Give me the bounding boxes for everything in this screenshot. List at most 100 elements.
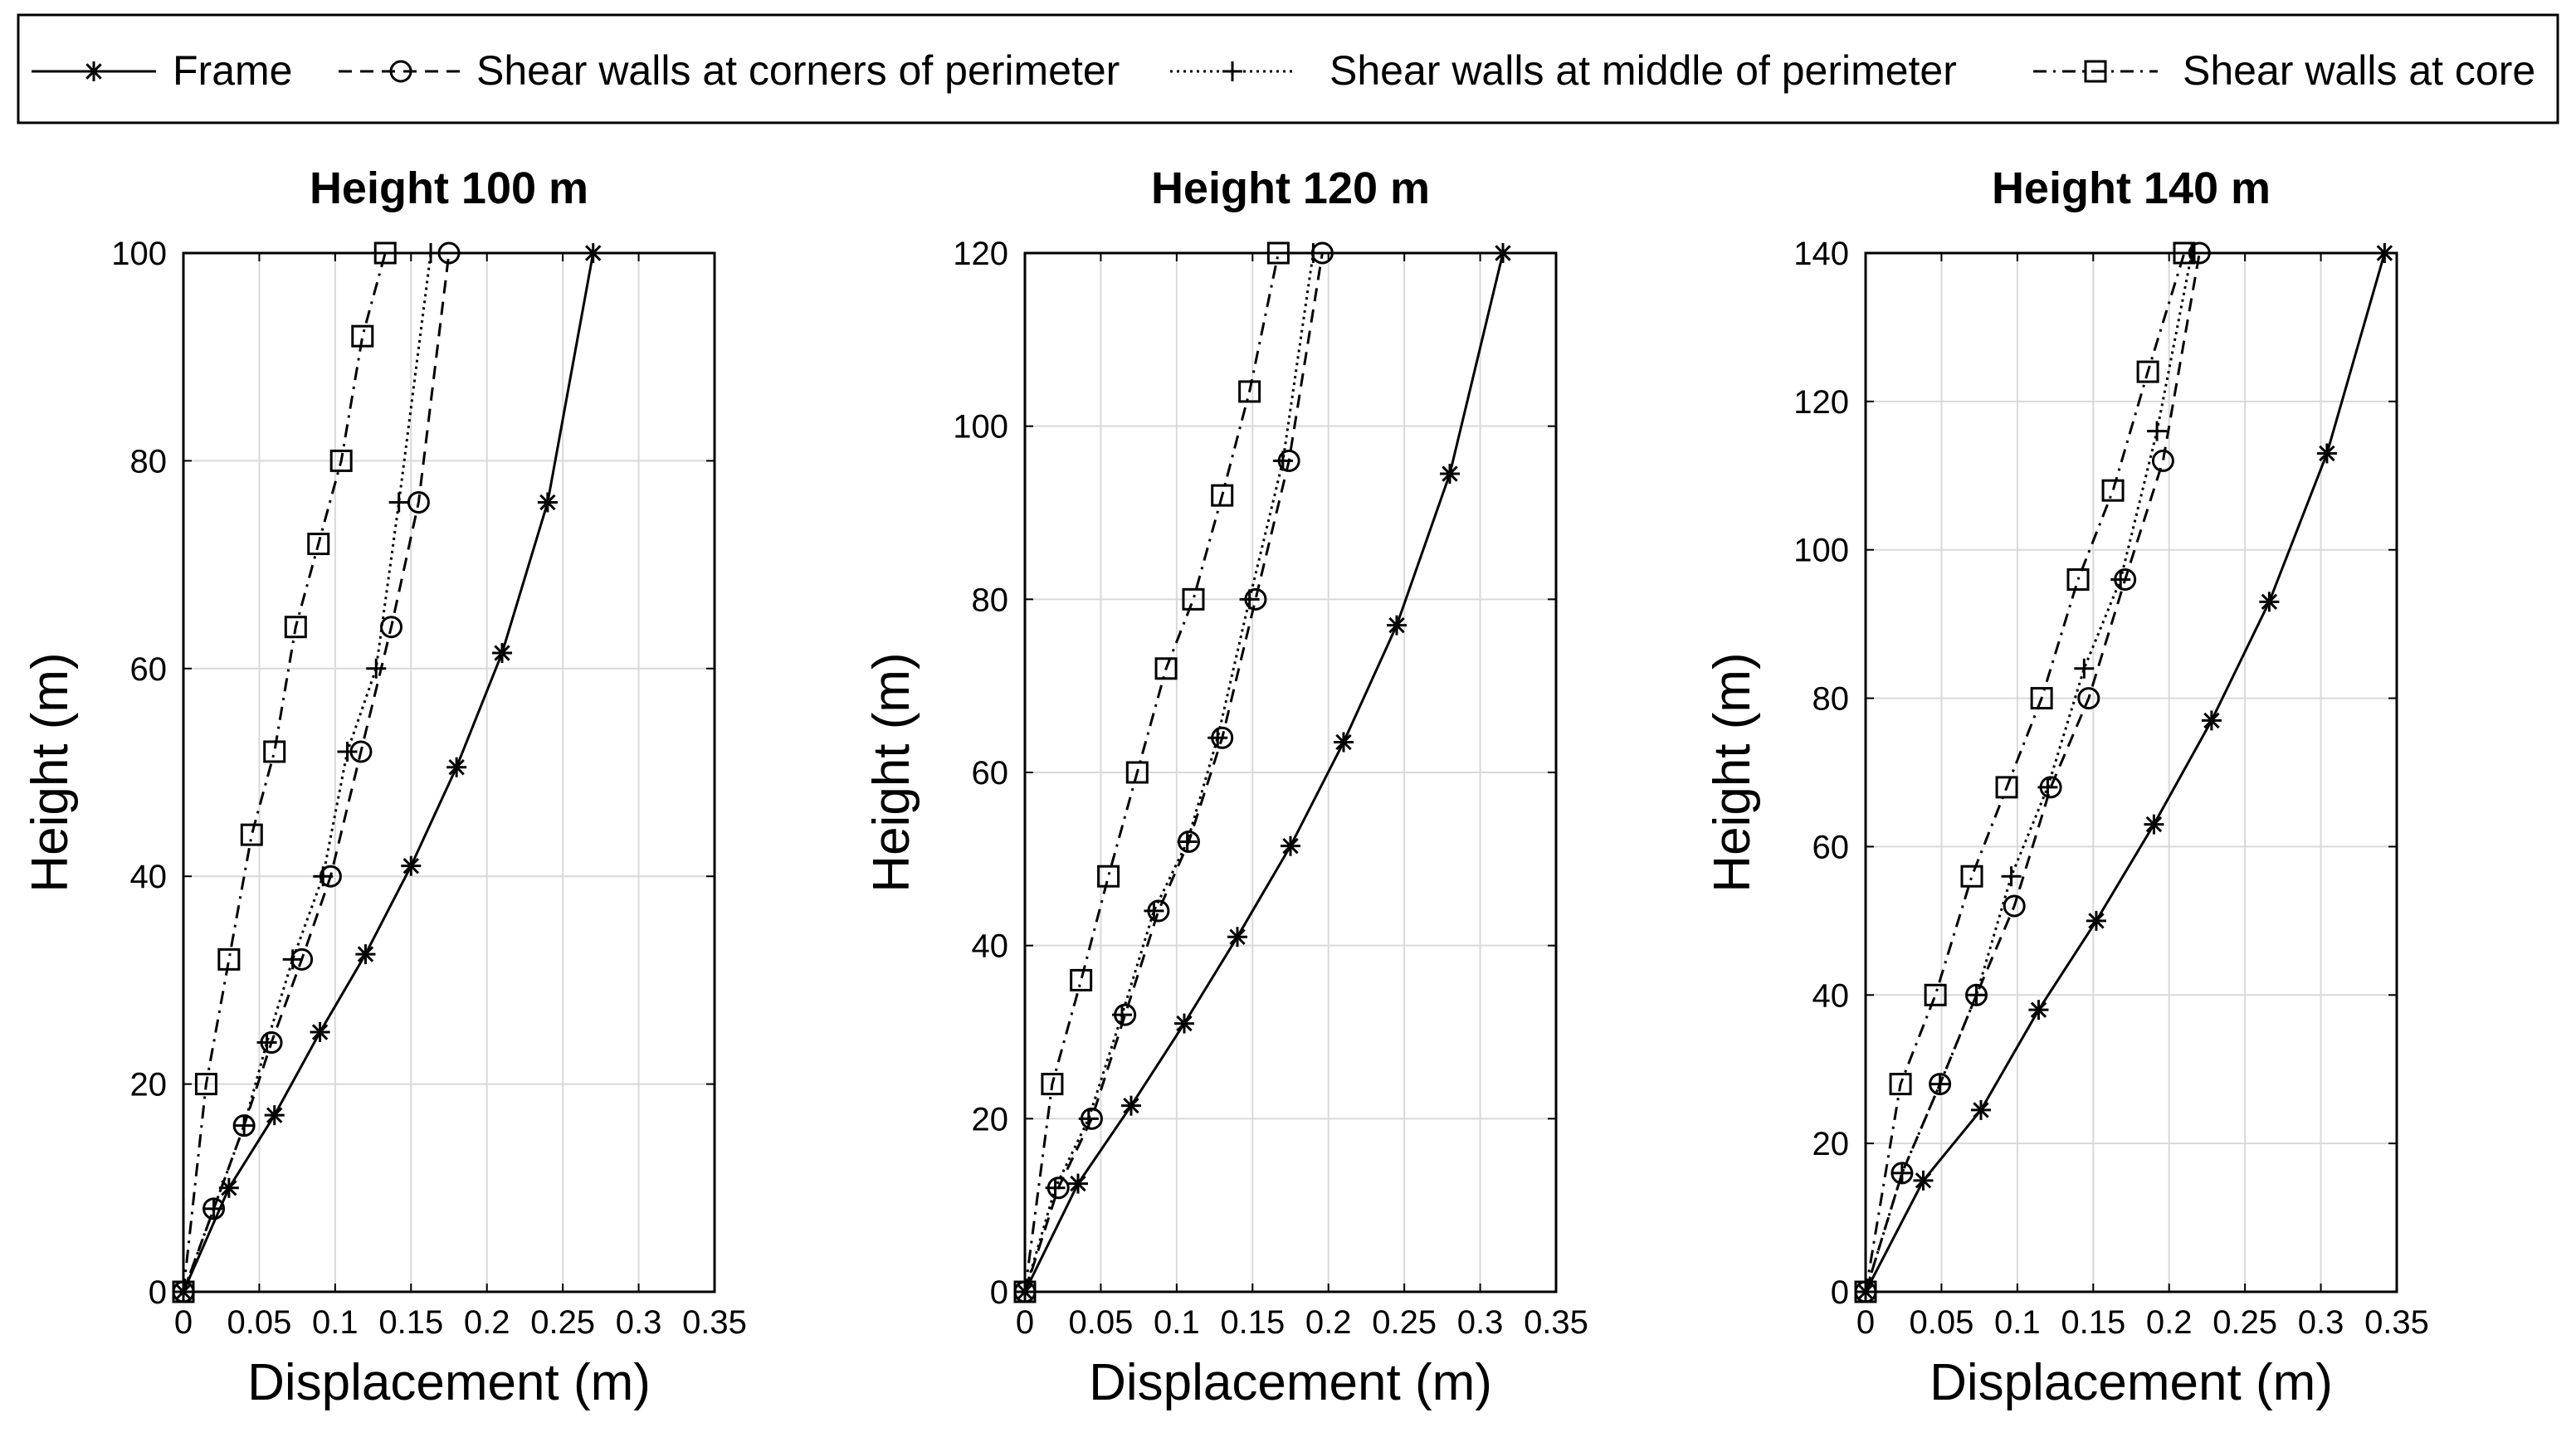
- data-point: [2074, 658, 2095, 679]
- data-point: [284, 616, 307, 639]
- y-tick-label: 60: [972, 755, 1009, 792]
- series-line: [1864, 252, 2386, 1293]
- data-point: [1440, 464, 1460, 485]
- legend-label: Frame: [173, 47, 292, 94]
- data-point: [313, 866, 334, 887]
- y-tick-label: 140: [1793, 236, 1849, 272]
- data-point: [446, 757, 467, 777]
- data-point: [310, 1022, 330, 1042]
- data-point: [2144, 814, 2164, 835]
- data-point: [2003, 894, 2026, 918]
- data-point: [2151, 449, 2174, 472]
- plot-frame: [182, 251, 716, 1293]
- data-point: [1121, 1095, 1141, 1116]
- data-point: [1387, 615, 1407, 636]
- x-tick-label: 0.35: [2364, 1304, 2429, 1341]
- data-point: [1177, 831, 1198, 852]
- data-point: [2136, 360, 2159, 383]
- data-point: [2066, 567, 2090, 591]
- y-tick-label: 120: [1793, 384, 1849, 421]
- x-tick-label: 0.15: [1220, 1304, 1285, 1341]
- y-tick-label: 60: [130, 651, 168, 688]
- data-point: [194, 1073, 217, 1096]
- data-point: [217, 947, 241, 971]
- data-point: [1239, 589, 1260, 610]
- x-axis-label: Displacement (m): [1089, 1354, 1492, 1411]
- series-line: [1023, 252, 1324, 1293]
- data-point: [2028, 1000, 2049, 1021]
- y-tick-label: 100: [1793, 533, 1849, 569]
- legend-item-frame: Frame: [32, 47, 292, 94]
- data-point: [1068, 1173, 1088, 1194]
- y-tick-label: 100: [953, 409, 1008, 446]
- data-point: [2147, 421, 2168, 441]
- plus-icon: [1222, 61, 1242, 81]
- data-point: [1211, 484, 1234, 507]
- y-axis-label: Height (m): [863, 652, 920, 892]
- data-point: [1182, 587, 1205, 611]
- data-point: [355, 944, 376, 965]
- legend-item-shear-walls-at-core: Shear walls at core: [2033, 47, 2535, 94]
- gridlines: [183, 253, 715, 1292]
- y-tick-label: 60: [1812, 829, 1850, 865]
- y-tick-label: 120: [953, 236, 1008, 272]
- data-point: [2001, 866, 2022, 887]
- chart-panel-2: 0 0.05 0.1 0.15 0.2 0.25 0.3 0.35 0 20 40 60 80 100 12…: [863, 163, 1588, 1411]
- data-point: [2259, 592, 2280, 612]
- asterisk-icon: [84, 61, 104, 81]
- data-point: [388, 492, 409, 513]
- data-point: [1078, 1108, 1099, 1129]
- data-point: [263, 740, 286, 763]
- y-tick-label: 0: [1831, 1274, 1849, 1311]
- data-point: [1125, 761, 1149, 784]
- data-point: [2101, 479, 2125, 502]
- y-tick-label: 80: [972, 582, 1009, 618]
- x-tick-label: 0.1: [312, 1304, 359, 1341]
- series-line: [1023, 252, 1315, 1293]
- series-line: [1023, 252, 1505, 1293]
- data-point: [329, 449, 353, 472]
- data-point: [2086, 910, 2106, 931]
- y-tick-label: 80: [130, 443, 168, 480]
- series-line: [1864, 252, 2201, 1293]
- x-tick-label: 0: [1856, 1304, 1875, 1341]
- x-tick-label: 0.3: [616, 1304, 662, 1341]
- data-point: [1889, 1073, 1912, 1096]
- series-frame: [1856, 243, 2395, 1302]
- series-line: [1864, 252, 2186, 1293]
- data-point: [401, 855, 422, 876]
- data-point: [1334, 732, 1354, 753]
- plot-frame: [1023, 251, 1558, 1293]
- x-tick-label: 0.05: [227, 1304, 291, 1341]
- series-frame: [173, 243, 603, 1302]
- data-point: [1272, 451, 1293, 471]
- data-point: [2316, 443, 2337, 464]
- y-tick-label: 20: [1812, 1126, 1850, 1162]
- legend-label: Shear walls at middle of perimeter: [1329, 47, 1957, 94]
- chart-title: Height 120 m: [1151, 163, 1430, 213]
- data-point: [2201, 710, 2222, 731]
- legend-item-shear-walls-at-corners-of-perimeter: Shear walls at corners of perimeter: [339, 47, 1120, 94]
- data-point: [1070, 968, 1093, 991]
- x-tick-label: 0.35: [1524, 1304, 1588, 1341]
- data-point: [2030, 687, 2053, 710]
- series-line: [182, 252, 432, 1293]
- y-tick-label: 80: [1812, 681, 1850, 718]
- gridlines: [1025, 253, 1556, 1292]
- x-axis-label: Displacement (m): [1930, 1354, 2333, 1411]
- data-point: [203, 1198, 224, 1219]
- legend-label: Shear walls at corners of perimeter: [476, 47, 1120, 94]
- y-axis-label: Height (m): [1704, 652, 1761, 892]
- data-point: [1970, 1099, 1991, 1120]
- data-point: [1238, 380, 1261, 403]
- x-tick-label: 0.3: [2298, 1304, 2344, 1341]
- chart-title: Height 100 m: [310, 163, 588, 213]
- x-tick-label: 0.25: [530, 1304, 595, 1341]
- data-point: [234, 1115, 255, 1136]
- data-point: [256, 1032, 277, 1053]
- circle-icon: [389, 60, 412, 83]
- data-point: [1045, 1177, 1066, 1198]
- x-tick-label: 0.35: [682, 1304, 747, 1341]
- data-point: [1227, 927, 1247, 947]
